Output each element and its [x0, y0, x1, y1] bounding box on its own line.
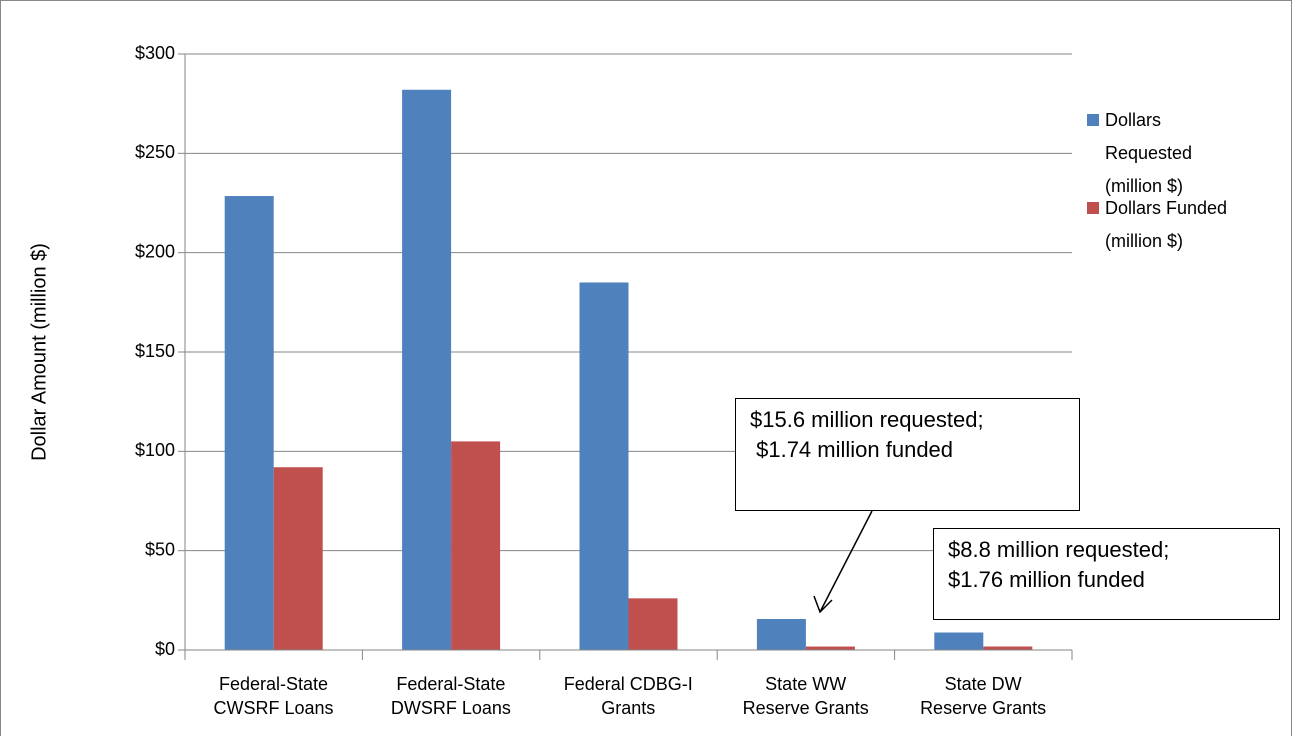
y-tick-label: $0: [155, 639, 175, 659]
bar: [628, 598, 678, 650]
y-tick-label: $100: [135, 440, 175, 460]
bar: [273, 467, 323, 650]
y-tick-label: $50: [145, 539, 175, 559]
x-tick-label: State WW Reserve Grants: [742, 674, 869, 718]
x-tick-label: Federal-State DWSRF Loans: [390, 674, 511, 718]
legend-label: Dollars Funded (million $): [1105, 198, 1228, 251]
bar: [224, 196, 274, 650]
bar: [934, 632, 984, 650]
bar: [805, 646, 855, 650]
bar: [983, 646, 1033, 650]
bar: [451, 441, 501, 650]
arrow-head: [813, 595, 833, 614]
legend-swatch: [1087, 114, 1099, 126]
y-tick-label: $200: [135, 241, 175, 261]
annotation: $15.6 million requested; $1.74 million f…: [735, 398, 1080, 511]
bar: [402, 89, 452, 650]
y-axis-title: Dollar Amount (million $): [28, 243, 50, 461]
x-tick-label: Federal CDBG-I Grants: [563, 674, 693, 718]
legend-swatch: [1087, 202, 1099, 214]
bar: [756, 619, 806, 650]
y-tick-label: $250: [135, 142, 175, 162]
legend-label: Dollars Requested (million $): [1105, 110, 1193, 196]
annotation: $8.8 million requested; $1.76 million fu…: [933, 528, 1280, 620]
y-tick-label: $150: [135, 341, 175, 361]
x-tick-label: State DW Reserve Grants: [920, 674, 1047, 718]
x-tick-label: Federal-State CWSRF Loans: [213, 674, 334, 718]
y-tick-label: $300: [135, 43, 175, 63]
bar: [579, 282, 629, 650]
annotation-arrow: [819, 510, 873, 613]
